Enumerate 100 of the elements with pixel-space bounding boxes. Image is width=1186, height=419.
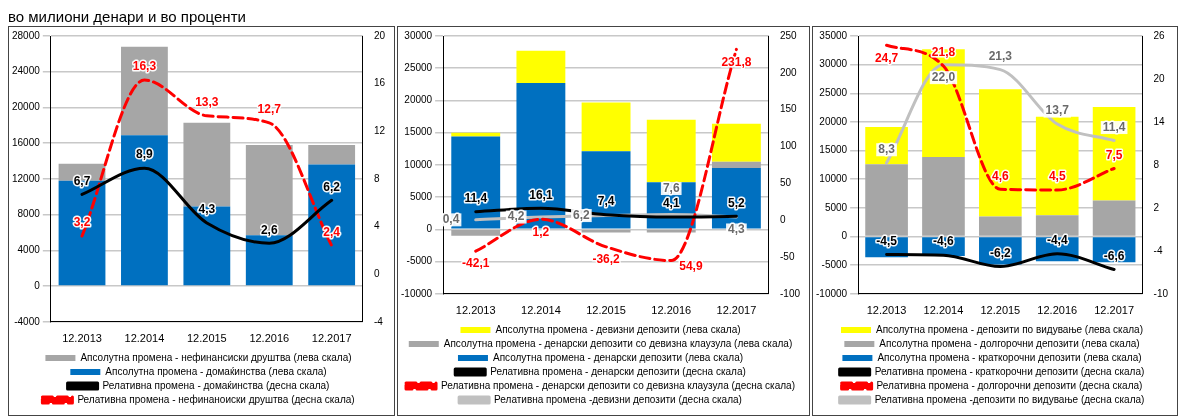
data-label: -4,6 bbox=[933, 234, 955, 249]
data-label: 21,3 bbox=[988, 48, 1013, 63]
data-label: 21,8 bbox=[931, 45, 956, 60]
data-label: 13,3 bbox=[195, 95, 219, 110]
x-tick-label: 12.2016 bbox=[651, 304, 692, 317]
data-label: 11,4 bbox=[1102, 119, 1126, 134]
x-tick-label: 12.2016 bbox=[1037, 304, 1078, 317]
legend-label: Апсолутна промена - депозити по видување (лева скала) bbox=[876, 323, 1144, 335]
y-tick-label: 15000 bbox=[404, 126, 433, 138]
y-tick-label: 24000 bbox=[12, 65, 41, 77]
y-tick-label: 25000 bbox=[819, 87, 848, 99]
legend-label: Релативна промена - денарски депозити (десна скала) bbox=[490, 365, 746, 377]
y-tick-label: 4000 bbox=[17, 244, 41, 256]
data-label: 2,6 bbox=[260, 222, 278, 237]
y2-tick-label: 50 bbox=[779, 177, 792, 189]
data-label: 12,7 bbox=[257, 102, 282, 117]
bar bbox=[308, 144, 356, 165]
x-tick-label: 12.2017 bbox=[311, 332, 352, 345]
data-label: -4,4 bbox=[1046, 233, 1068, 248]
y-tick-label: 10000 bbox=[404, 158, 433, 170]
x-tick-label: 12.2017 bbox=[716, 304, 757, 317]
y2-tick-label: -100 bbox=[779, 287, 801, 299]
y2-tick-label: 2 bbox=[1153, 201, 1160, 213]
data-label: 4,2 bbox=[507, 209, 525, 224]
bar bbox=[646, 119, 696, 183]
data-label: 7,5 bbox=[1105, 147, 1123, 162]
y2-tick-label: 8 bbox=[373, 172, 380, 184]
data-label: -6,6 bbox=[1103, 248, 1125, 263]
x-tick-label: 12.2014 bbox=[923, 304, 964, 317]
y2-tick-label: 150 bbox=[779, 103, 798, 115]
y2-tick-label: 0 bbox=[779, 213, 786, 225]
bar bbox=[865, 164, 908, 236]
data-label: -6,2 bbox=[990, 245, 1011, 260]
y-tick-label: -5000 bbox=[821, 258, 848, 270]
y2-tick-label: 8 bbox=[1153, 158, 1160, 170]
legend-label: Апсолутна промена - краткорочни депозити (лева скала) bbox=[877, 351, 1142, 363]
y-tick-label: 16000 bbox=[12, 136, 41, 148]
data-label: 22,0 bbox=[931, 69, 956, 84]
data-label: 24,7 bbox=[874, 50, 899, 65]
bar bbox=[183, 206, 231, 286]
y-tick-label: 5000 bbox=[824, 201, 848, 213]
bar bbox=[646, 230, 696, 233]
data-label: 7,4 bbox=[597, 194, 615, 208]
bar bbox=[245, 144, 293, 236]
y2-tick-label: -50 bbox=[779, 250, 795, 262]
data-label: 5,2 bbox=[728, 195, 746, 210]
x-tick-label: 12.2013 bbox=[62, 332, 102, 345]
bar bbox=[451, 230, 501, 236]
bar bbox=[451, 132, 501, 137]
y2-tick-label: 16 bbox=[373, 77, 386, 89]
legend-label: Релативна промена -девизни депозити (десна скала) bbox=[494, 393, 742, 405]
y-tick-label: 5000 bbox=[409, 190, 433, 202]
y2-tick-label: 14 bbox=[1153, 115, 1166, 127]
legend-label: Релативна промена - долгорочни депозити (десна скала) bbox=[876, 379, 1143, 391]
data-label: 3,2 bbox=[73, 215, 91, 230]
data-label: 1,2 bbox=[532, 224, 550, 239]
y-tick-label: -5000 bbox=[406, 255, 433, 267]
y-tick-label: -4000 bbox=[14, 315, 41, 327]
data-label: 0,4 bbox=[442, 212, 460, 227]
bar bbox=[516, 50, 566, 84]
data-label: -4,5 bbox=[876, 233, 898, 248]
data-label: 11,4 bbox=[464, 191, 488, 206]
data-label: 4,1 bbox=[662, 196, 680, 211]
y2-tick-label: -4 bbox=[1153, 244, 1163, 256]
data-label: 13,7 bbox=[1045, 103, 1070, 118]
y-tick-label: 30000 bbox=[404, 29, 433, 41]
x-tick-label: 12.2013 bbox=[455, 304, 496, 317]
data-label: 7,6 bbox=[662, 180, 680, 195]
data-label: 8,3 bbox=[878, 142, 896, 157]
y-tick-label: 35000 bbox=[819, 29, 848, 41]
bar bbox=[711, 123, 761, 162]
y2-tick-label: 20 bbox=[1153, 72, 1166, 84]
legend-label: Релативна промена - нефинаноиски друштва (десна скала) bbox=[77, 393, 355, 405]
y-tick-label: 0 bbox=[426, 223, 433, 235]
y2-tick-label: 20 bbox=[373, 29, 386, 41]
bar bbox=[245, 235, 293, 286]
y2-tick-label: -4 bbox=[373, 315, 384, 327]
y2-tick-label: 12 bbox=[373, 125, 386, 137]
data-label: 8,9 bbox=[136, 147, 154, 162]
y-tick-label: 20000 bbox=[12, 101, 41, 113]
y-tick-label: 12000 bbox=[12, 172, 41, 184]
legend-label: Релативна промена -депозити по видување (десна скала) bbox=[874, 393, 1145, 405]
bar bbox=[711, 161, 761, 169]
y-tick-label: 0 bbox=[34, 279, 41, 291]
y-tick-label: 28000 bbox=[12, 29, 41, 41]
y2-tick-label: 4 bbox=[373, 220, 380, 232]
data-label: 4,6 bbox=[992, 168, 1010, 183]
bar bbox=[121, 135, 168, 286]
bar bbox=[581, 102, 631, 152]
y-tick-label: 0 bbox=[841, 230, 848, 242]
bar bbox=[1035, 215, 1079, 236]
y-tick-label: 8000 bbox=[17, 208, 41, 220]
y2-tick-label: 0 bbox=[373, 267, 380, 279]
data-label: 6,2 bbox=[323, 179, 341, 194]
data-label: -36,2 bbox=[592, 252, 621, 267]
x-tick-label: 12.2015 bbox=[186, 332, 227, 345]
data-label: 4,5 bbox=[1048, 169, 1066, 184]
x-tick-label: 12.2013 bbox=[866, 304, 907, 317]
x-tick-label: 12.2014 bbox=[124, 332, 165, 345]
y-tick-label: -10000 bbox=[401, 287, 433, 299]
